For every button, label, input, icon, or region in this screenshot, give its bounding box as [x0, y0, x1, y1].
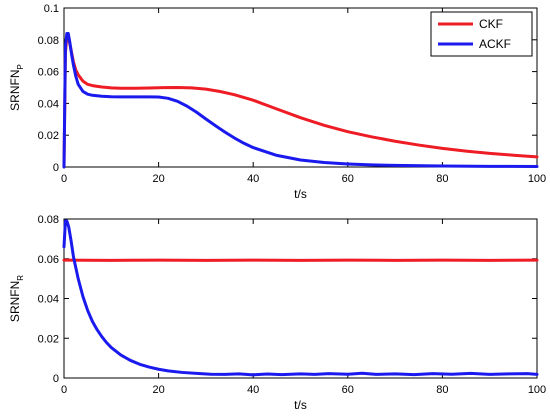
x-tick-label: 40: [247, 384, 259, 396]
x-tick-label: 80: [436, 384, 448, 396]
y-axis-label-main: SRNFN: [8, 281, 22, 322]
x-tick-label: 100: [528, 173, 546, 185]
x-tick-label: 0: [61, 384, 67, 396]
y-axis-label-subscript: R: [16, 275, 25, 281]
x-tick-label: 80: [436, 173, 448, 185]
x-tick-label: 0: [61, 173, 67, 185]
y-tick-label: 0.04: [38, 98, 59, 110]
series-line-ackf: [62, 219, 539, 377]
legend-label-ackf: ACKF: [479, 37, 511, 51]
y-tick-label: 0.04: [38, 294, 59, 306]
y-tick-label: 0.02: [38, 130, 59, 142]
y-tick-label: 0.08: [38, 214, 59, 226]
legend-label-ckf: CKF: [479, 17, 503, 31]
y-tick-label: 0.1: [44, 3, 59, 15]
x-tick-label: 20: [152, 384, 164, 396]
y-tick-label: 0: [53, 162, 59, 174]
y-tick-label: 0.06: [38, 67, 59, 79]
series-line-ackf: [62, 31, 539, 169]
y-tick-label: 0.02: [38, 333, 59, 345]
x-axis-label: t/s: [294, 187, 307, 201]
x-tick-label: 60: [342, 384, 354, 396]
x-axis-label: t/s: [294, 398, 307, 412]
y-axis-label-main: SRNFN: [8, 70, 22, 111]
x-tick-label: 60: [342, 173, 354, 185]
y-tick-label: 0.06: [38, 254, 59, 266]
legend: [430, 11, 533, 57]
x-tick-label: 20: [152, 173, 164, 185]
y-axis-label: SRNFNP: [8, 64, 25, 111]
y-tick-label: 0: [53, 373, 59, 385]
chart-bottom: 0 20 40 60 80 100 0 0.02 0.04 0.06 0.08 t/s SRNFNR: [8, 214, 546, 412]
x-tick-label: 100: [528, 384, 546, 396]
y-tick-label: 0.08: [38, 35, 59, 47]
y-axis-label-subscript: P: [16, 64, 25, 69]
x-tick-label: 40: [247, 173, 259, 185]
chart-top: 0 20 40 60 80 100 0 0.02 0.04 0.06 0.08 0.1 t/s SRNFN…: [8, 3, 546, 201]
plot-area: [63, 218, 538, 379]
y-axis-label: SRNFNR: [8, 275, 25, 322]
